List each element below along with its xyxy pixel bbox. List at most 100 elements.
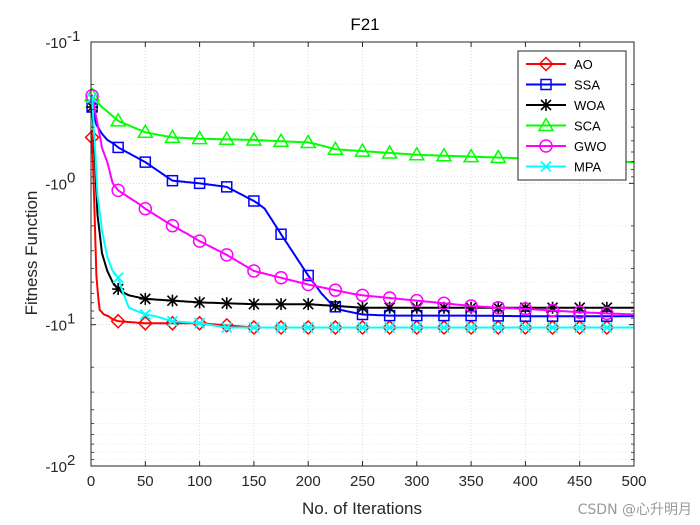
legend-label: WOA — [574, 98, 605, 113]
marker-ssa — [302, 269, 314, 282]
legend-label: SSA — [574, 78, 600, 93]
marker-ao — [137, 315, 153, 331]
marker-woa — [220, 297, 233, 310]
legend-marker — [540, 160, 552, 173]
y-tick-exponent: 1 — [67, 311, 75, 328]
x-axis-label: No. of Iterations — [302, 499, 422, 518]
marker-gwo — [301, 277, 315, 292]
legend-label: SCA — [574, 119, 601, 134]
marker-ao — [354, 319, 371, 336]
marker-gwo — [247, 264, 261, 278]
marker-gwo — [545, 303, 560, 318]
marker-woa — [112, 283, 125, 296]
marker-sca — [354, 142, 371, 157]
y-tick-exponent: 2 — [67, 452, 75, 469]
marker-ao — [490, 319, 506, 336]
legend-entry-sca: SCA — [526, 117, 601, 134]
marker-sca — [245, 131, 263, 146]
marker-mpa — [221, 321, 233, 334]
marker-mpa — [248, 321, 260, 334]
marker-mpa — [302, 321, 314, 334]
y-tick-labels: -10 2-10 1-10 0-10 -1 — [45, 28, 80, 476]
marker-sca — [164, 128, 181, 144]
marker-ao — [300, 319, 316, 336]
marker-sca — [381, 144, 398, 159]
marker-gwo — [572, 305, 587, 319]
marker-gwo — [355, 288, 370, 303]
chart-title: F21 — [350, 15, 379, 34]
marker-gwo — [192, 234, 207, 248]
marker-sca — [218, 130, 236, 146]
marker-woa — [437, 301, 450, 314]
marker-woa — [166, 294, 179, 307]
marker-mpa — [438, 321, 450, 334]
y-tick-label: -10 — [45, 176, 67, 193]
marker-mpa — [546, 321, 559, 334]
legend-entry-mpa: MPA — [526, 160, 602, 175]
marker-woa — [573, 301, 586, 314]
marker-ao — [192, 315, 208, 331]
legend-entry-gwo: GWO — [526, 139, 607, 154]
series-woa — [86, 101, 634, 314]
tick-marks — [90, 41, 635, 467]
marker-ao — [517, 319, 533, 336]
marker-ssa — [193, 177, 206, 190]
x-tick-label: 350 — [459, 473, 484, 490]
marker-mpa — [329, 321, 341, 334]
marker-ao — [409, 319, 425, 336]
marker-ao — [463, 319, 479, 336]
marker-woa — [465, 301, 478, 314]
x-tick-label: 0 — [87, 473, 95, 490]
marker-mpa — [112, 272, 124, 284]
x-tick-label: 400 — [513, 473, 538, 490]
marker-mpa — [574, 321, 586, 334]
marker-gwo — [165, 218, 180, 233]
marker-mpa — [356, 321, 369, 334]
marker-gwo — [138, 202, 153, 216]
marker-gwo — [382, 291, 397, 305]
marker-woa — [275, 298, 288, 311]
marker-gwo — [464, 299, 478, 313]
legend-label: AO — [574, 57, 593, 72]
marker-ssa — [221, 181, 233, 193]
x-tick-label: 300 — [404, 473, 429, 490]
marker-sca — [191, 130, 208, 145]
legend-entry-ssa: SSA — [526, 78, 600, 93]
marker-gwo — [491, 300, 505, 315]
marker-ao — [599, 319, 615, 336]
marker-gwo — [410, 293, 424, 308]
marker-sca — [272, 132, 290, 147]
marker-mpa — [492, 321, 504, 334]
marker-woa — [519, 301, 532, 314]
marker-mpa — [139, 308, 151, 321]
marker-woa — [139, 292, 152, 305]
series-line-ssa — [90, 106, 634, 318]
marker-ssa — [112, 141, 124, 154]
series-line-gwo — [91, 94, 635, 316]
marker-ssa — [139, 156, 152, 168]
marker-gwo — [328, 283, 343, 297]
marker-sca — [408, 146, 426, 161]
marker-sca — [435, 147, 453, 162]
marker-mpa — [601, 321, 613, 334]
marker-woa — [546, 301, 559, 314]
marker-mpa — [411, 321, 423, 334]
marker-gwo — [518, 302, 533, 316]
x-tick-label: 200 — [296, 473, 321, 490]
legend-label: MPA — [574, 160, 602, 175]
x-tick-label: 150 — [241, 473, 266, 490]
x-tick-label: 250 — [350, 473, 375, 490]
watermark: CSDN @心升明月 — [577, 502, 692, 518]
marker-mpa — [166, 315, 179, 327]
marker-woa — [302, 298, 315, 311]
marker-mpa — [86, 92, 98, 104]
marker-gwo — [600, 306, 614, 321]
y-tick-label: -10 — [45, 459, 67, 476]
marker-mpa — [519, 321, 532, 334]
marker-ao — [572, 319, 588, 336]
marker-ao — [273, 319, 289, 336]
y-axis-label: Fitness Function — [22, 191, 41, 316]
minor-gridlines — [91, 84, 634, 460]
series-gwo — [85, 88, 635, 321]
legend-box — [517, 50, 627, 181]
